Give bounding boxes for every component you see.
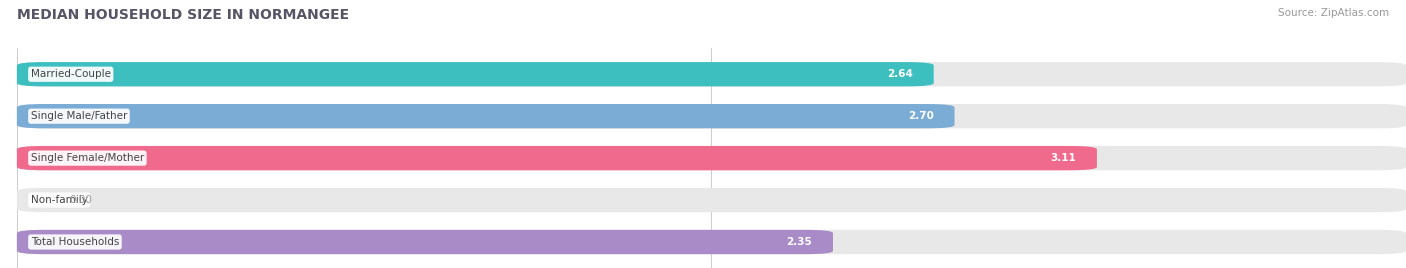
- FancyBboxPatch shape: [17, 188, 1406, 212]
- FancyBboxPatch shape: [17, 230, 1406, 254]
- Text: Single Male/Father: Single Male/Father: [31, 111, 127, 121]
- FancyBboxPatch shape: [17, 62, 1406, 86]
- Text: 2.35: 2.35: [786, 237, 813, 247]
- Text: 2.70: 2.70: [908, 111, 934, 121]
- FancyBboxPatch shape: [17, 230, 832, 254]
- Text: Source: ZipAtlas.com: Source: ZipAtlas.com: [1278, 8, 1389, 18]
- FancyBboxPatch shape: [17, 104, 955, 128]
- Text: 0.00: 0.00: [69, 195, 91, 205]
- FancyBboxPatch shape: [17, 146, 1406, 170]
- Text: Married-Couple: Married-Couple: [31, 69, 111, 79]
- FancyBboxPatch shape: [17, 146, 1097, 170]
- FancyBboxPatch shape: [17, 62, 934, 86]
- Text: Total Households: Total Households: [31, 237, 120, 247]
- Text: MEDIAN HOUSEHOLD SIZE IN NORMANGEE: MEDIAN HOUSEHOLD SIZE IN NORMANGEE: [17, 8, 349, 22]
- Text: 2.64: 2.64: [887, 69, 912, 79]
- Text: Single Female/Mother: Single Female/Mother: [31, 153, 143, 163]
- Text: Non-family: Non-family: [31, 195, 87, 205]
- FancyBboxPatch shape: [17, 104, 1406, 128]
- Text: 3.11: 3.11: [1050, 153, 1076, 163]
